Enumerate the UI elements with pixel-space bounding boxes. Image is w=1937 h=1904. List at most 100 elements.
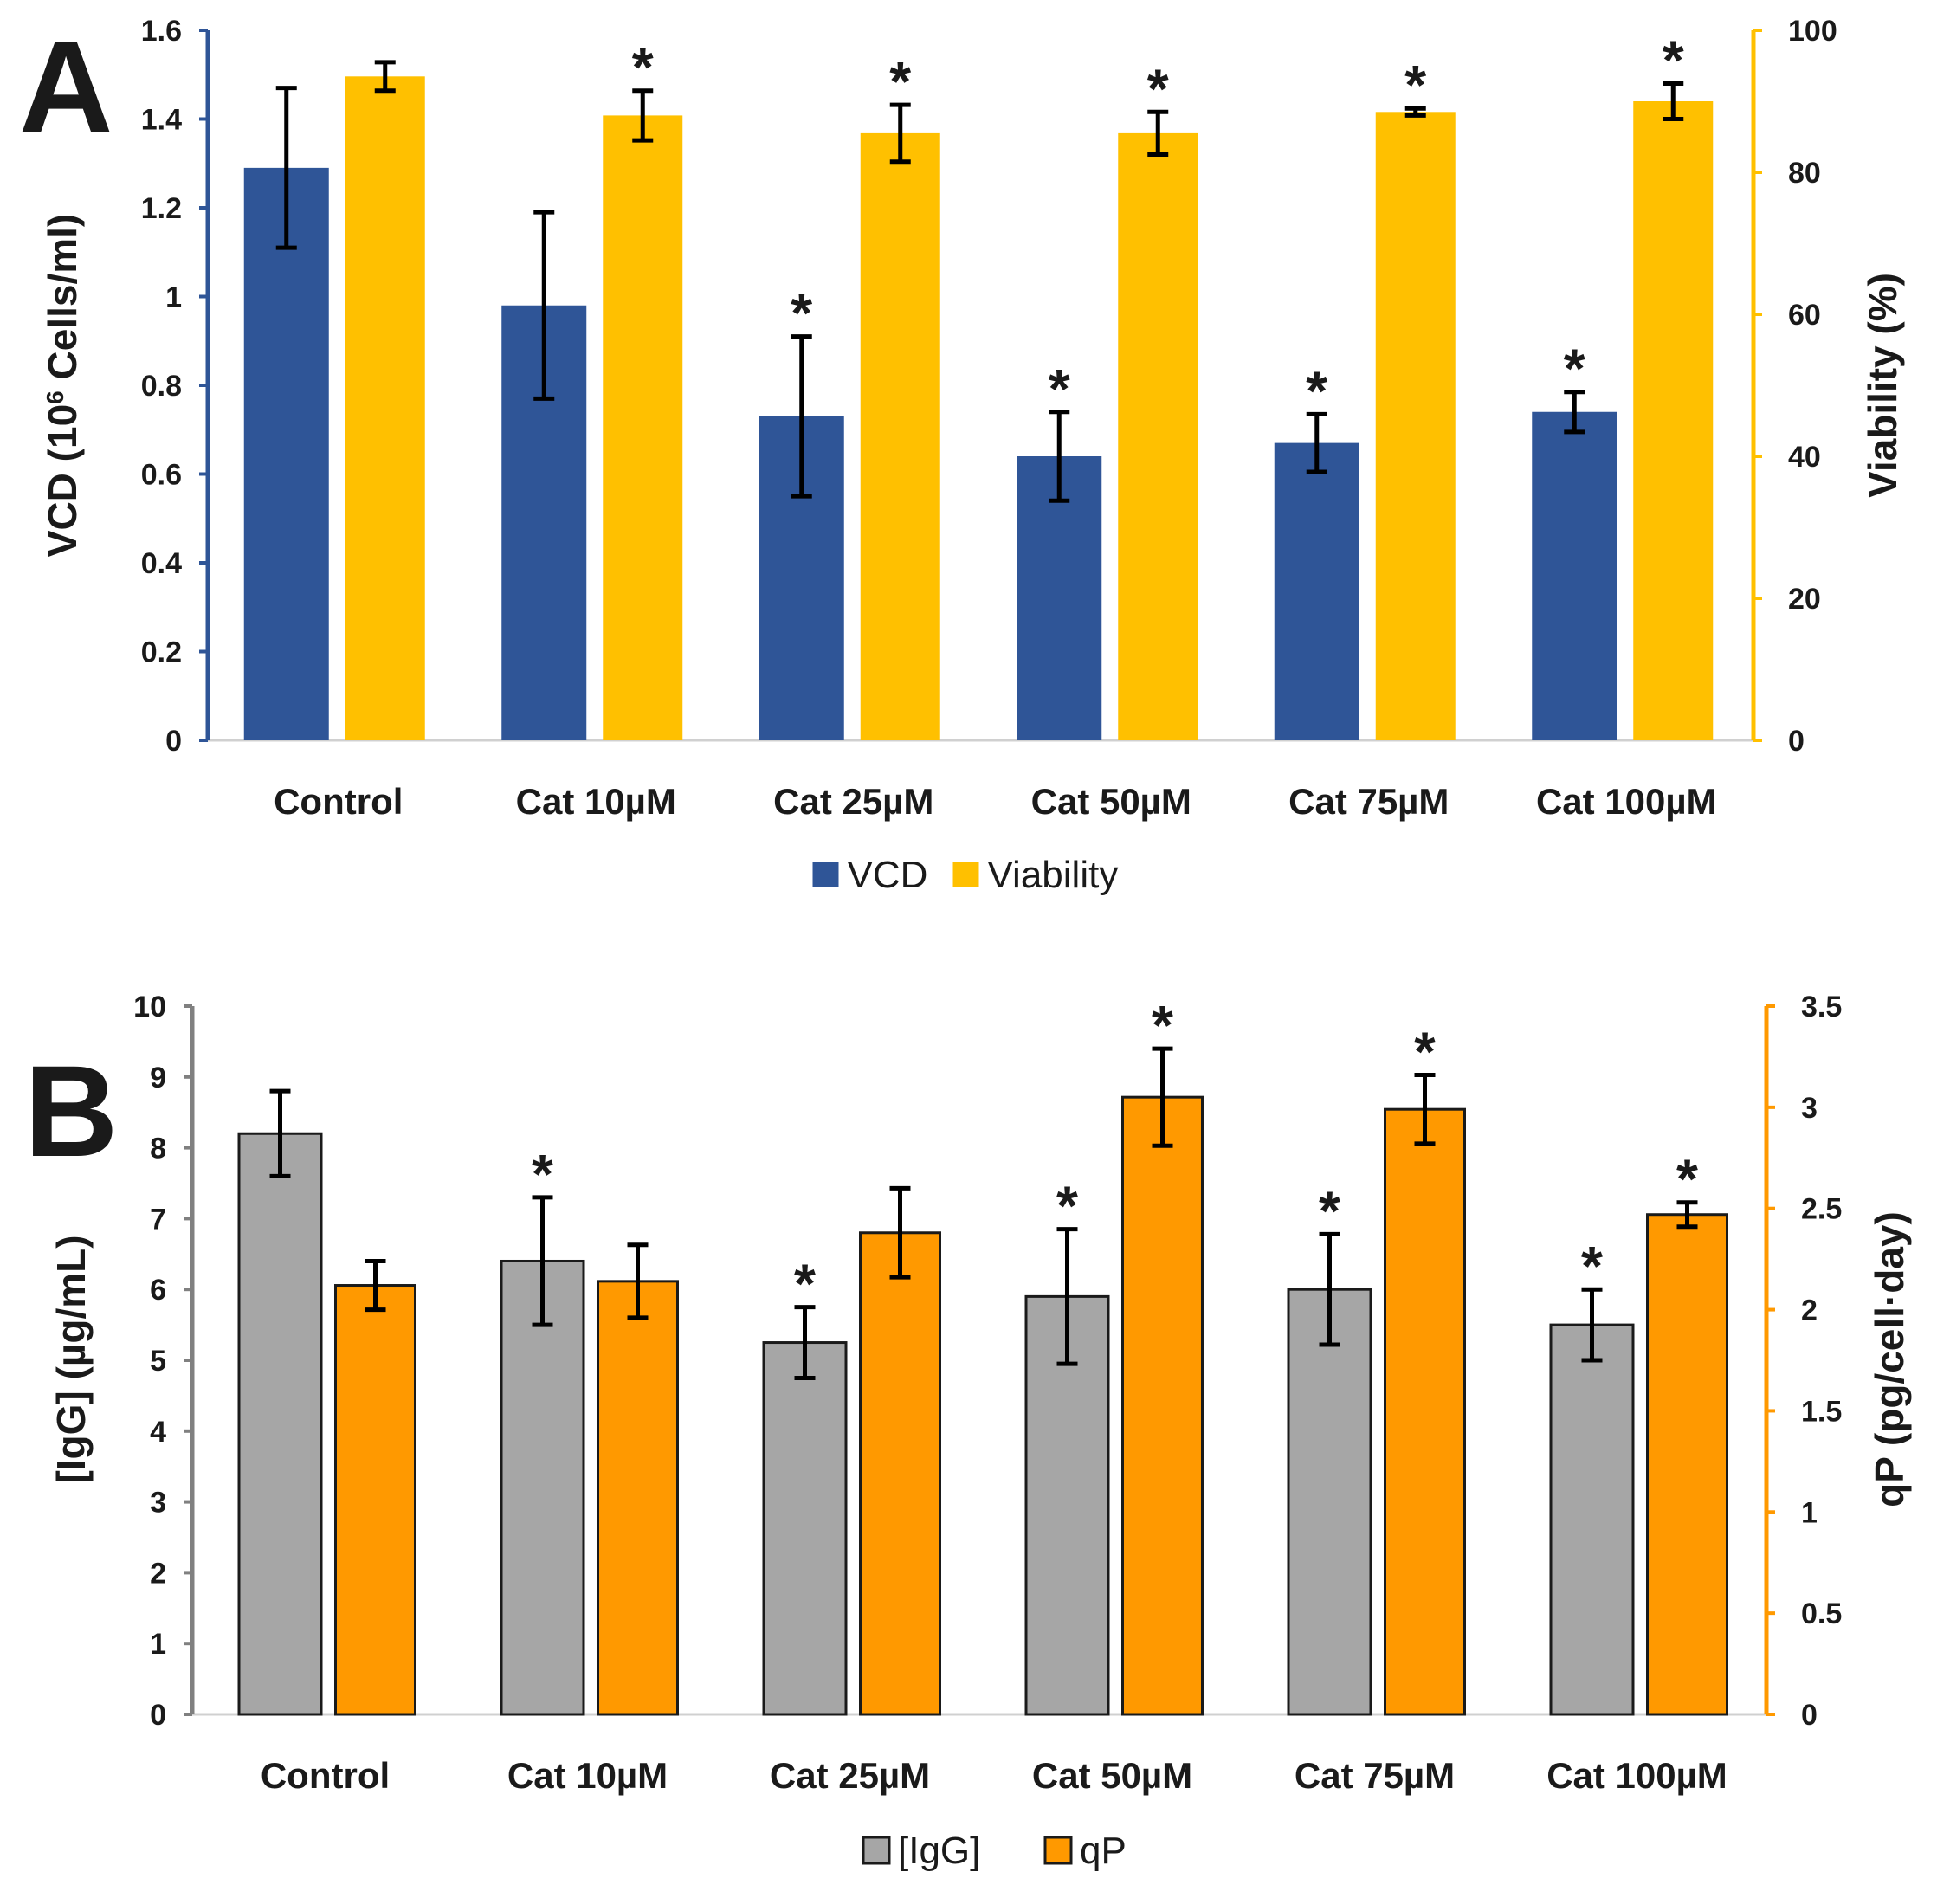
- bar-igg: [1287, 1288, 1372, 1716]
- legend-label: Viability: [988, 854, 1119, 896]
- left-tick-label: 0.4: [141, 547, 182, 580]
- significance-star: *: [1414, 1020, 1436, 1082]
- category-label: Cat 50µM: [1032, 1755, 1192, 1796]
- left-tick-label: 1.6: [141, 15, 182, 48]
- right-axis-title: Viability (%): [1860, 273, 1905, 498]
- bar-viability: [860, 132, 940, 740]
- right-tick-label: 100: [1788, 15, 1837, 48]
- category-label: Cat 100µM: [1536, 781, 1717, 822]
- bar-viability: [1633, 101, 1714, 740]
- bar-qp: [1121, 1095, 1204, 1716]
- left-tick-label: 0.2: [141, 636, 182, 669]
- left-tick-label: 7: [150, 1203, 166, 1236]
- right-axis-title: qP (pg/cell·day): [1867, 1211, 1912, 1507]
- left-tick-label: 2: [150, 1557, 166, 1590]
- significance-star: *: [1049, 358, 1070, 420]
- category-label: Cat 10µM: [516, 781, 676, 822]
- right-tick-label: 3: [1801, 1092, 1818, 1125]
- bar-igg: [762, 1341, 848, 1716]
- left-axis-title: VCD (106 Cells/ml): [40, 214, 85, 557]
- panel-b-letter: B: [24, 1038, 118, 1184]
- legend-label: qP: [1080, 1830, 1127, 1872]
- significance-star: *: [1056, 1175, 1078, 1237]
- bar-vcd: [243, 167, 329, 740]
- left-tick-label: 3: [150, 1487, 166, 1520]
- legend-swatch: [1043, 1836, 1073, 1865]
- right-tick-label: 60: [1788, 299, 1821, 332]
- panel-b-chart: 0 1 2 3 4 5 6 7 8 9 10 0 0.5 1 1.5 2 2.5 3 3.5 * * * * * * * * Cont…: [48, 991, 1912, 1872]
- significance-star: *: [1663, 29, 1684, 92]
- left-tick-label: 1: [150, 1628, 166, 1661]
- left-tick-label: 10: [133, 991, 166, 1023]
- significance-star: *: [1404, 54, 1426, 116]
- category-label: Cat 100µM: [1546, 1755, 1727, 1796]
- significance-star: *: [889, 50, 911, 113]
- bar-qp: [859, 1231, 941, 1716]
- bar-qp: [334, 1284, 416, 1716]
- right-tick-label: 2: [1801, 1294, 1818, 1327]
- right-tick-label: 0: [1788, 725, 1805, 758]
- right-tick-label: 1: [1801, 1496, 1818, 1529]
- left-tick-label: 5: [150, 1345, 166, 1378]
- left-axis-title: [IgG] (µg/mL): [48, 1235, 94, 1483]
- category-label: Cat 25µM: [773, 781, 933, 822]
- right-tick-label: 3.5: [1801, 991, 1842, 1023]
- significance-star: *: [532, 1143, 553, 1205]
- significance-star: *: [1581, 1235, 1603, 1297]
- right-tick-label: 1.5: [1801, 1395, 1842, 1428]
- left-axis-title-main: VCD (10: [40, 404, 85, 557]
- legend-swatch: [862, 1836, 891, 1865]
- right-tick-label: 0: [1801, 1699, 1818, 1732]
- significance-star: *: [1152, 994, 1173, 1056]
- significance-star: *: [1676, 1148, 1698, 1210]
- bar-viability: [345, 76, 425, 741]
- right-tick-label: 20: [1788, 583, 1821, 616]
- left-tick-label: 4: [150, 1416, 166, 1449]
- category-label: Cat 50µM: [1031, 781, 1191, 822]
- bar-viability: [603, 115, 683, 740]
- significance-star: *: [1319, 1179, 1340, 1242]
- left-axis-title-sup: 6: [42, 390, 68, 404]
- bar-igg: [1024, 1294, 1110, 1716]
- left-tick-label: 1.4: [141, 104, 182, 137]
- bar-igg: [237, 1132, 323, 1716]
- bar-vcd: [1274, 442, 1359, 740]
- legend-label: [IgG]: [898, 1830, 980, 1872]
- significance-star: *: [791, 282, 812, 345]
- right-tick-label: 40: [1788, 441, 1821, 474]
- bar-vcd: [1017, 456, 1102, 740]
- bar-qp: [1384, 1107, 1466, 1716]
- left-tick-label: 0.6: [141, 459, 182, 492]
- significance-star: *: [1147, 57, 1169, 119]
- significance-star: *: [794, 1253, 816, 1315]
- left-tick-label: 9: [150, 1062, 166, 1094]
- bar-qp: [1646, 1213, 1728, 1716]
- category-label: Cat 75µM: [1288, 781, 1449, 822]
- left-tick-label: 0: [150, 1699, 166, 1732]
- left-tick-label: 6: [150, 1274, 166, 1307]
- left-tick-label: 1.2: [141, 192, 182, 225]
- category-label: Control: [261, 1755, 390, 1796]
- left-tick-label: 1: [165, 281, 182, 314]
- category-label: Cat 75µM: [1295, 1755, 1455, 1796]
- legend-swatch: [952, 862, 979, 887]
- legend-swatch: [812, 862, 839, 887]
- bar-igg: [1549, 1323, 1635, 1716]
- panel-a-chart: 0 0.2 0.4 0.6 0.8 1 1.2 1.4 1.6 0 20 40 60 80 100 * * * * *…: [40, 15, 1905, 896]
- category-label: Control: [274, 781, 403, 822]
- panel-a-letter: A: [19, 14, 113, 159]
- bar-igg: [500, 1259, 585, 1716]
- left-tick-label: 0.8: [141, 370, 182, 403]
- left-tick-label: 8: [150, 1133, 166, 1165]
- bar-vcd: [1532, 411, 1617, 740]
- right-tick-label: 80: [1788, 157, 1821, 190]
- left-tick-label: 0: [165, 725, 182, 758]
- bar-viability: [1375, 112, 1456, 741]
- bar-viability: [1118, 132, 1198, 740]
- category-label: Cat 25µM: [770, 1755, 930, 1796]
- right-tick-label: 2.5: [1801, 1193, 1842, 1226]
- legend-label: VCD: [848, 854, 928, 896]
- significance-star: *: [1564, 338, 1585, 400]
- significance-star: *: [632, 36, 654, 99]
- right-tick-label: 0.5: [1801, 1597, 1842, 1630]
